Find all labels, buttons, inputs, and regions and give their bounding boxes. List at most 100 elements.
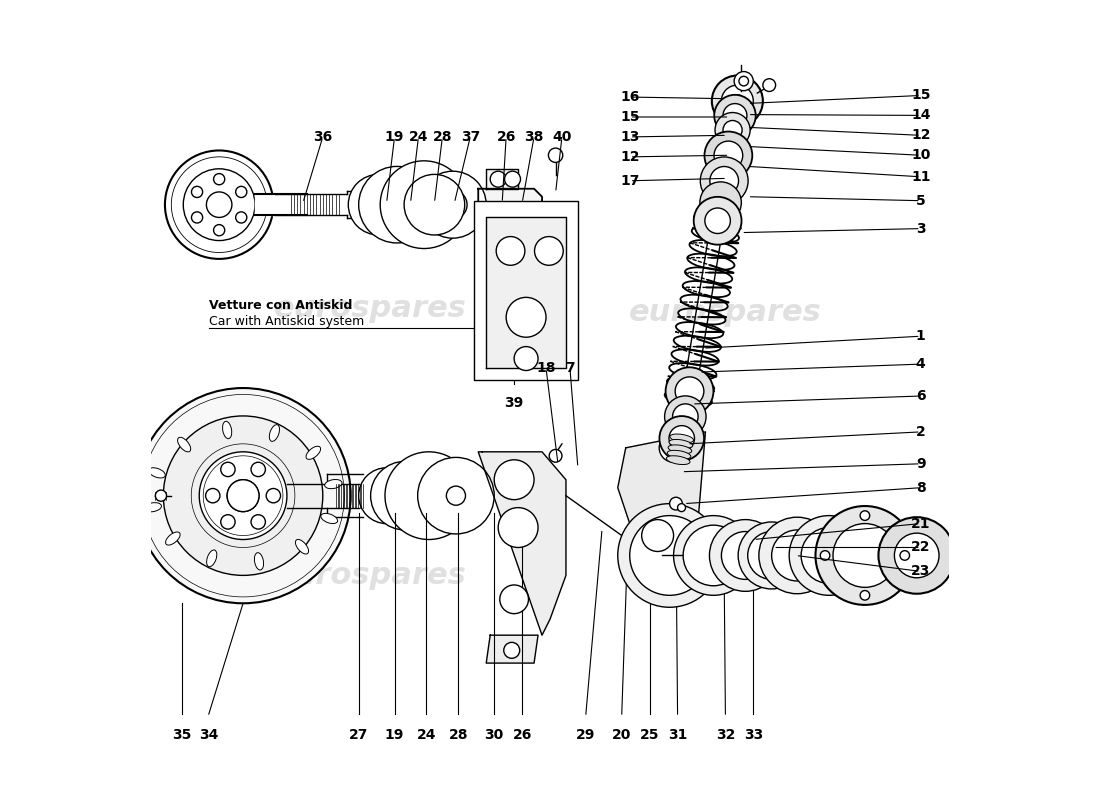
Circle shape	[771, 530, 823, 581]
Text: 23: 23	[911, 565, 931, 578]
Ellipse shape	[177, 438, 190, 452]
Circle shape	[199, 452, 287, 539]
Circle shape	[494, 314, 522, 342]
Circle shape	[705, 208, 730, 234]
Polygon shape	[486, 217, 565, 368]
Text: 35: 35	[172, 729, 191, 742]
Circle shape	[385, 452, 473, 539]
Circle shape	[641, 519, 673, 551]
Circle shape	[506, 298, 546, 338]
Text: 30: 30	[485, 729, 504, 742]
Circle shape	[407, 187, 441, 222]
Circle shape	[484, 206, 528, 251]
Text: 28: 28	[449, 729, 469, 742]
Text: 4: 4	[916, 357, 925, 371]
Circle shape	[704, 131, 752, 179]
Circle shape	[723, 121, 743, 140]
Circle shape	[498, 508, 538, 547]
Circle shape	[710, 166, 738, 195]
Text: 21: 21	[911, 517, 931, 530]
Text: 13: 13	[620, 130, 639, 144]
Text: 22: 22	[911, 541, 931, 554]
Text: 28: 28	[432, 130, 452, 144]
Ellipse shape	[669, 439, 693, 448]
Circle shape	[359, 468, 415, 523]
Circle shape	[738, 522, 805, 589]
Text: 1: 1	[916, 330, 925, 343]
Text: Vetture con Antiskid: Vetture con Antiskid	[209, 299, 352, 313]
Text: 8: 8	[916, 481, 925, 494]
Circle shape	[163, 416, 322, 575]
Text: eurospares: eurospares	[629, 298, 822, 327]
Circle shape	[900, 550, 910, 560]
Circle shape	[664, 396, 706, 438]
Ellipse shape	[306, 446, 320, 459]
Circle shape	[504, 642, 519, 658]
Circle shape	[404, 174, 464, 235]
Polygon shape	[478, 452, 565, 635]
Ellipse shape	[270, 425, 279, 442]
Text: Car with Antiskid system: Car with Antiskid system	[209, 315, 364, 328]
Circle shape	[833, 523, 896, 587]
Text: 29: 29	[576, 729, 595, 742]
Circle shape	[675, 377, 704, 406]
Text: 26: 26	[496, 130, 516, 144]
Polygon shape	[486, 169, 518, 189]
Circle shape	[714, 95, 756, 136]
Circle shape	[710, 519, 781, 591]
Circle shape	[666, 367, 714, 415]
Circle shape	[722, 531, 769, 579]
Text: 32: 32	[716, 729, 735, 742]
Text: 19: 19	[385, 130, 404, 144]
Circle shape	[505, 171, 520, 187]
Circle shape	[618, 504, 722, 607]
Circle shape	[491, 171, 506, 187]
Circle shape	[499, 585, 528, 614]
Circle shape	[549, 148, 563, 162]
Circle shape	[821, 550, 829, 560]
Circle shape	[135, 388, 351, 603]
Polygon shape	[486, 635, 538, 663]
Circle shape	[759, 517, 835, 594]
Text: 31: 31	[668, 729, 688, 742]
Ellipse shape	[148, 468, 165, 478]
Text: 15: 15	[620, 110, 639, 124]
Ellipse shape	[324, 479, 342, 489]
Text: 3: 3	[916, 222, 925, 235]
Ellipse shape	[254, 553, 264, 570]
Circle shape	[266, 489, 280, 503]
Bar	[474, 201, 578, 380]
Circle shape	[439, 190, 468, 219]
Circle shape	[629, 515, 710, 595]
Polygon shape	[478, 189, 542, 352]
Text: 19: 19	[385, 729, 404, 742]
Circle shape	[206, 489, 220, 503]
Text: 33: 33	[744, 729, 763, 742]
Circle shape	[815, 506, 914, 605]
Circle shape	[700, 182, 741, 223]
Polygon shape	[482, 352, 535, 380]
Text: 11: 11	[911, 170, 931, 184]
Circle shape	[381, 161, 468, 249]
Circle shape	[207, 192, 232, 218]
Circle shape	[496, 267, 531, 302]
Circle shape	[735, 142, 745, 151]
Polygon shape	[618, 432, 705, 559]
Circle shape	[371, 462, 439, 530]
Circle shape	[715, 113, 750, 147]
Text: 6: 6	[916, 389, 925, 403]
Text: eurospares: eurospares	[629, 561, 822, 590]
Circle shape	[716, 138, 726, 148]
Text: 17: 17	[620, 174, 639, 188]
Text: 16: 16	[620, 90, 639, 104]
Circle shape	[381, 189, 412, 221]
Text: 27: 27	[349, 729, 368, 742]
Text: 37: 37	[461, 130, 480, 144]
Circle shape	[251, 462, 265, 477]
Text: 12: 12	[620, 150, 639, 164]
Circle shape	[714, 141, 742, 170]
Circle shape	[393, 483, 418, 509]
Ellipse shape	[207, 550, 217, 566]
Text: 7: 7	[565, 361, 574, 375]
Circle shape	[670, 498, 682, 510]
